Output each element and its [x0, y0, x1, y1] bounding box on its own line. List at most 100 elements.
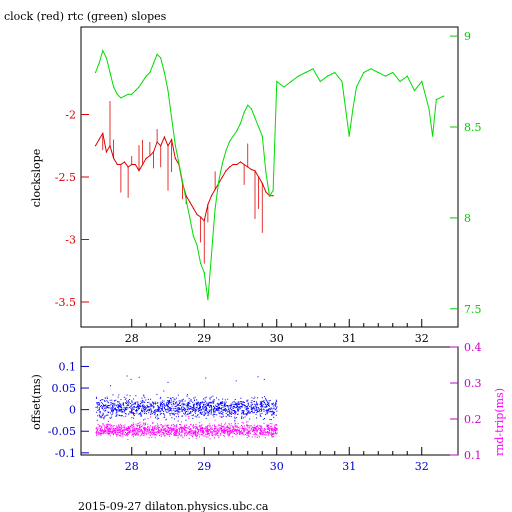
scatter-point-offset	[221, 413, 222, 415]
scatter-point-offset	[111, 403, 113, 405]
bottom-y-right-tick-label: 0.1	[464, 449, 482, 462]
scatter-point-rnd-trip	[163, 432, 165, 433]
series-point-rtc	[116, 93, 118, 95]
scatter-point-rnd-trip	[261, 426, 263, 428]
series-point-rtc	[355, 86, 358, 88]
scatter-point-rnd-trip	[155, 425, 157, 427]
scatter-point-rnd-trip	[112, 434, 114, 436]
scatter-point-offset	[167, 411, 169, 413]
scatter-point-rnd-trip	[162, 432, 164, 433]
series-point-rtc	[232, 135, 234, 137]
scatter-point-rnd-trip	[259, 433, 261, 435]
scatter-point-offset	[241, 402, 243, 404]
scatter-point-offset	[162, 405, 164, 407]
scatter-point-rnd-trip	[119, 435, 120, 437]
scatter-point-offset	[249, 406, 251, 408]
scatter-point-rnd-trip	[216, 432, 218, 434]
scatter-point-offset	[130, 407, 132, 409]
scatter-point-offset	[171, 403, 173, 405]
scatter-point-rnd-trip	[263, 430, 265, 432]
scatter-point-rnd-trip	[119, 423, 121, 425]
scatter-point-offset	[156, 409, 158, 411]
scatter-point-rnd-trip	[263, 433, 265, 435]
scatter-point-offset	[190, 405, 192, 407]
scatter-point-offset	[155, 415, 157, 417]
scatter-point-rnd-trip	[204, 435, 206, 437]
scatter-point-rnd-trip	[152, 427, 154, 429]
scatter-point-rnd-trip	[198, 426, 200, 428]
scatter-point-rnd-trip	[215, 430, 216, 432]
scatter-point-offset	[123, 411, 125, 412]
scatter-point-offset	[219, 412, 221, 414]
scatter-point-offset	[168, 404, 170, 406]
scatter-point-rnd-trip	[196, 426, 198, 428]
scatter-point-offset	[128, 404, 130, 406]
scatter-point-rnd-trip	[234, 425, 236, 427]
scatter-point-offset	[205, 417, 207, 419]
scatter-point-offset	[239, 407, 241, 409]
scatter-point-offset	[200, 402, 202, 404]
scatter-point-rnd-trip	[246, 431, 248, 433]
top-y-right-tick-label: 8	[464, 212, 471, 225]
scatter-point-offset	[142, 406, 144, 408]
scatter-point-rnd-trip	[192, 434, 194, 436]
scatter-point-rnd-trip	[109, 424, 111, 426]
scatter-point-rnd-trip	[275, 432, 277, 434]
scatter-point-offset	[210, 401, 212, 403]
scatter-point-rnd-trip	[171, 431, 173, 433]
scatter-point-rnd-trip	[243, 434, 245, 436]
scatter-point-rnd-trip	[115, 430, 116, 432]
scatter-point-rnd-trip	[194, 429, 196, 431]
scatter-point-offset	[155, 409, 157, 411]
scatter-point-offset	[156, 410, 158, 412]
scatter-point-offset	[162, 406, 164, 408]
scatter-point-rnd-trip	[100, 430, 102, 431]
scatter-point-offset	[226, 410, 228, 412]
scatter-point-rnd-trip	[171, 424, 173, 426]
scatter-point-rnd-trip	[110, 432, 112, 434]
scatter-point-offset	[159, 407, 161, 409]
scatter-point-offset	[246, 413, 248, 415]
scatter-point-offset	[224, 408, 226, 410]
scatter-point-offset	[142, 399, 144, 401]
scatter-point-offset	[160, 413, 162, 415]
scatter-point-offset	[234, 412, 236, 414]
scatter-point-offset	[181, 406, 183, 408]
scatter-point-rnd-trip	[264, 428, 265, 429]
series-point-rtc	[305, 71, 307, 74]
scatter-point-rnd-trip	[117, 424, 119, 426]
scatter-point-rnd-trip	[99, 425, 101, 427]
scatter-point-offset	[195, 412, 196, 414]
scatter-point-offset	[160, 410, 162, 412]
scatter-point-rnd-trip	[126, 433, 128, 434]
scatter-point-rnd-trip	[190, 424, 192, 425]
scatter-point-offset	[273, 413, 275, 415]
scatter-point-offset	[173, 413, 175, 415]
scatter-point-rnd-trip	[166, 424, 168, 426]
scatter-point-rnd-trip	[157, 417, 159, 419]
scatter-point-rnd-trip	[259, 426, 261, 428]
scatter-point-offset	[196, 415, 198, 417]
scatter-point-offset	[211, 405, 212, 407]
scatter-point-offset	[206, 412, 208, 414]
scatter-point-offset	[230, 403, 232, 405]
scatter-point-rnd-trip	[271, 413, 272, 415]
scatter-point-rnd-trip	[232, 427, 234, 428]
scatter-point-offset	[119, 405, 120, 407]
scatter-point-rnd-trip	[194, 431, 196, 433]
scatter-point-rnd-trip	[207, 430, 208, 432]
scatter-point-offset	[142, 400, 144, 402]
scatter-point-offset	[108, 405, 110, 406]
scatter-point-offset	[266, 406, 267, 408]
scatter-point-rnd-trip	[182, 427, 184, 429]
scatter-point-offset	[156, 418, 158, 420]
series-point-rtc	[265, 171, 267, 174]
scatter-point-rnd-trip	[206, 433, 208, 435]
scatter-point-offset	[222, 411, 224, 413]
scatter-point-rnd-trip	[96, 427, 98, 429]
scatter-point-rnd-trip	[184, 426, 186, 428]
scatter-point-offset	[232, 401, 234, 403]
scatter-point-rnd-trip	[95, 428, 97, 430]
scatter-point-offset	[107, 405, 109, 407]
scatter-point-offset	[234, 411, 235, 413]
